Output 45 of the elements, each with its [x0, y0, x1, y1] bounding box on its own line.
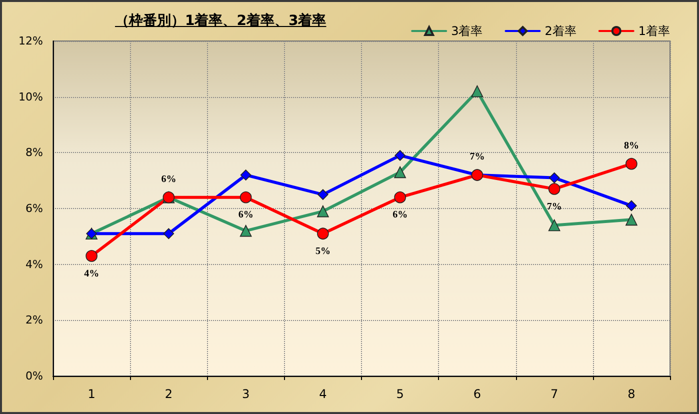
- point: [394, 191, 406, 204]
- x-tick-label: 5: [396, 387, 404, 401]
- legend-label: 3着率: [451, 24, 483, 38]
- point: [317, 228, 329, 240]
- point: [626, 200, 637, 212]
- point: [548, 219, 560, 232]
- legend-label: 2着率: [544, 24, 576, 38]
- point: [318, 189, 328, 200]
- data-label: 4%: [84, 268, 100, 280]
- point: [548, 183, 560, 195]
- y-tick-label: 6%: [26, 202, 43, 215]
- y-tick-label: 2%: [26, 314, 43, 327]
- data-label: 6%: [392, 210, 408, 221]
- data-label: 7%: [546, 201, 562, 212]
- chart-title: （枠番別）1着率、2着率、3着率: [115, 12, 326, 30]
- x-tick-label: 7: [550, 387, 558, 401]
- point: [240, 170, 252, 180]
- point: [240, 224, 252, 237]
- point: [548, 172, 560, 184]
- x-tick-label: 8: [628, 387, 636, 401]
- data-label: 6%: [161, 174, 176, 185]
- y-tick-label: 8%: [26, 146, 43, 160]
- legend-label: 1着率: [638, 24, 670, 38]
- x-tick-label: 3: [242, 387, 250, 401]
- data-label: 5%: [315, 246, 330, 258]
- point: [317, 205, 329, 218]
- point: [240, 191, 252, 204]
- x-tick-label: 1: [88, 387, 96, 401]
- x-tick-label: 2: [164, 387, 173, 401]
- y-tick-label: 12%: [18, 34, 43, 48]
- data-label: 6%: [238, 210, 254, 221]
- y-tick-label: 0%: [26, 370, 43, 382]
- point: [394, 166, 406, 178]
- x-tick-label: 6: [473, 387, 482, 401]
- y-tick-label: 10%: [18, 90, 43, 104]
- point: [471, 85, 484, 98]
- point: [394, 150, 406, 161]
- point: [626, 158, 638, 170]
- point: [163, 228, 174, 240]
- y-tick-label: 4%: [26, 258, 43, 271]
- point: [86, 250, 98, 262]
- x-tick-label: 4: [319, 387, 327, 401]
- point: [626, 214, 638, 226]
- data-label: 8%: [624, 140, 639, 152]
- data-label: 7%: [470, 152, 485, 163]
